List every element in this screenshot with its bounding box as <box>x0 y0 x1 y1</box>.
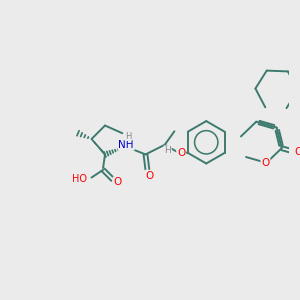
Text: NH: NH <box>118 140 134 150</box>
Polygon shape <box>92 139 105 155</box>
Text: H: H <box>125 132 131 141</box>
Text: H: H <box>164 146 171 155</box>
Text: O: O <box>113 177 122 188</box>
Text: O: O <box>177 148 185 158</box>
Text: O: O <box>294 147 300 157</box>
Text: HO: HO <box>72 175 87 184</box>
Text: O: O <box>145 171 154 181</box>
Text: O: O <box>261 158 270 168</box>
